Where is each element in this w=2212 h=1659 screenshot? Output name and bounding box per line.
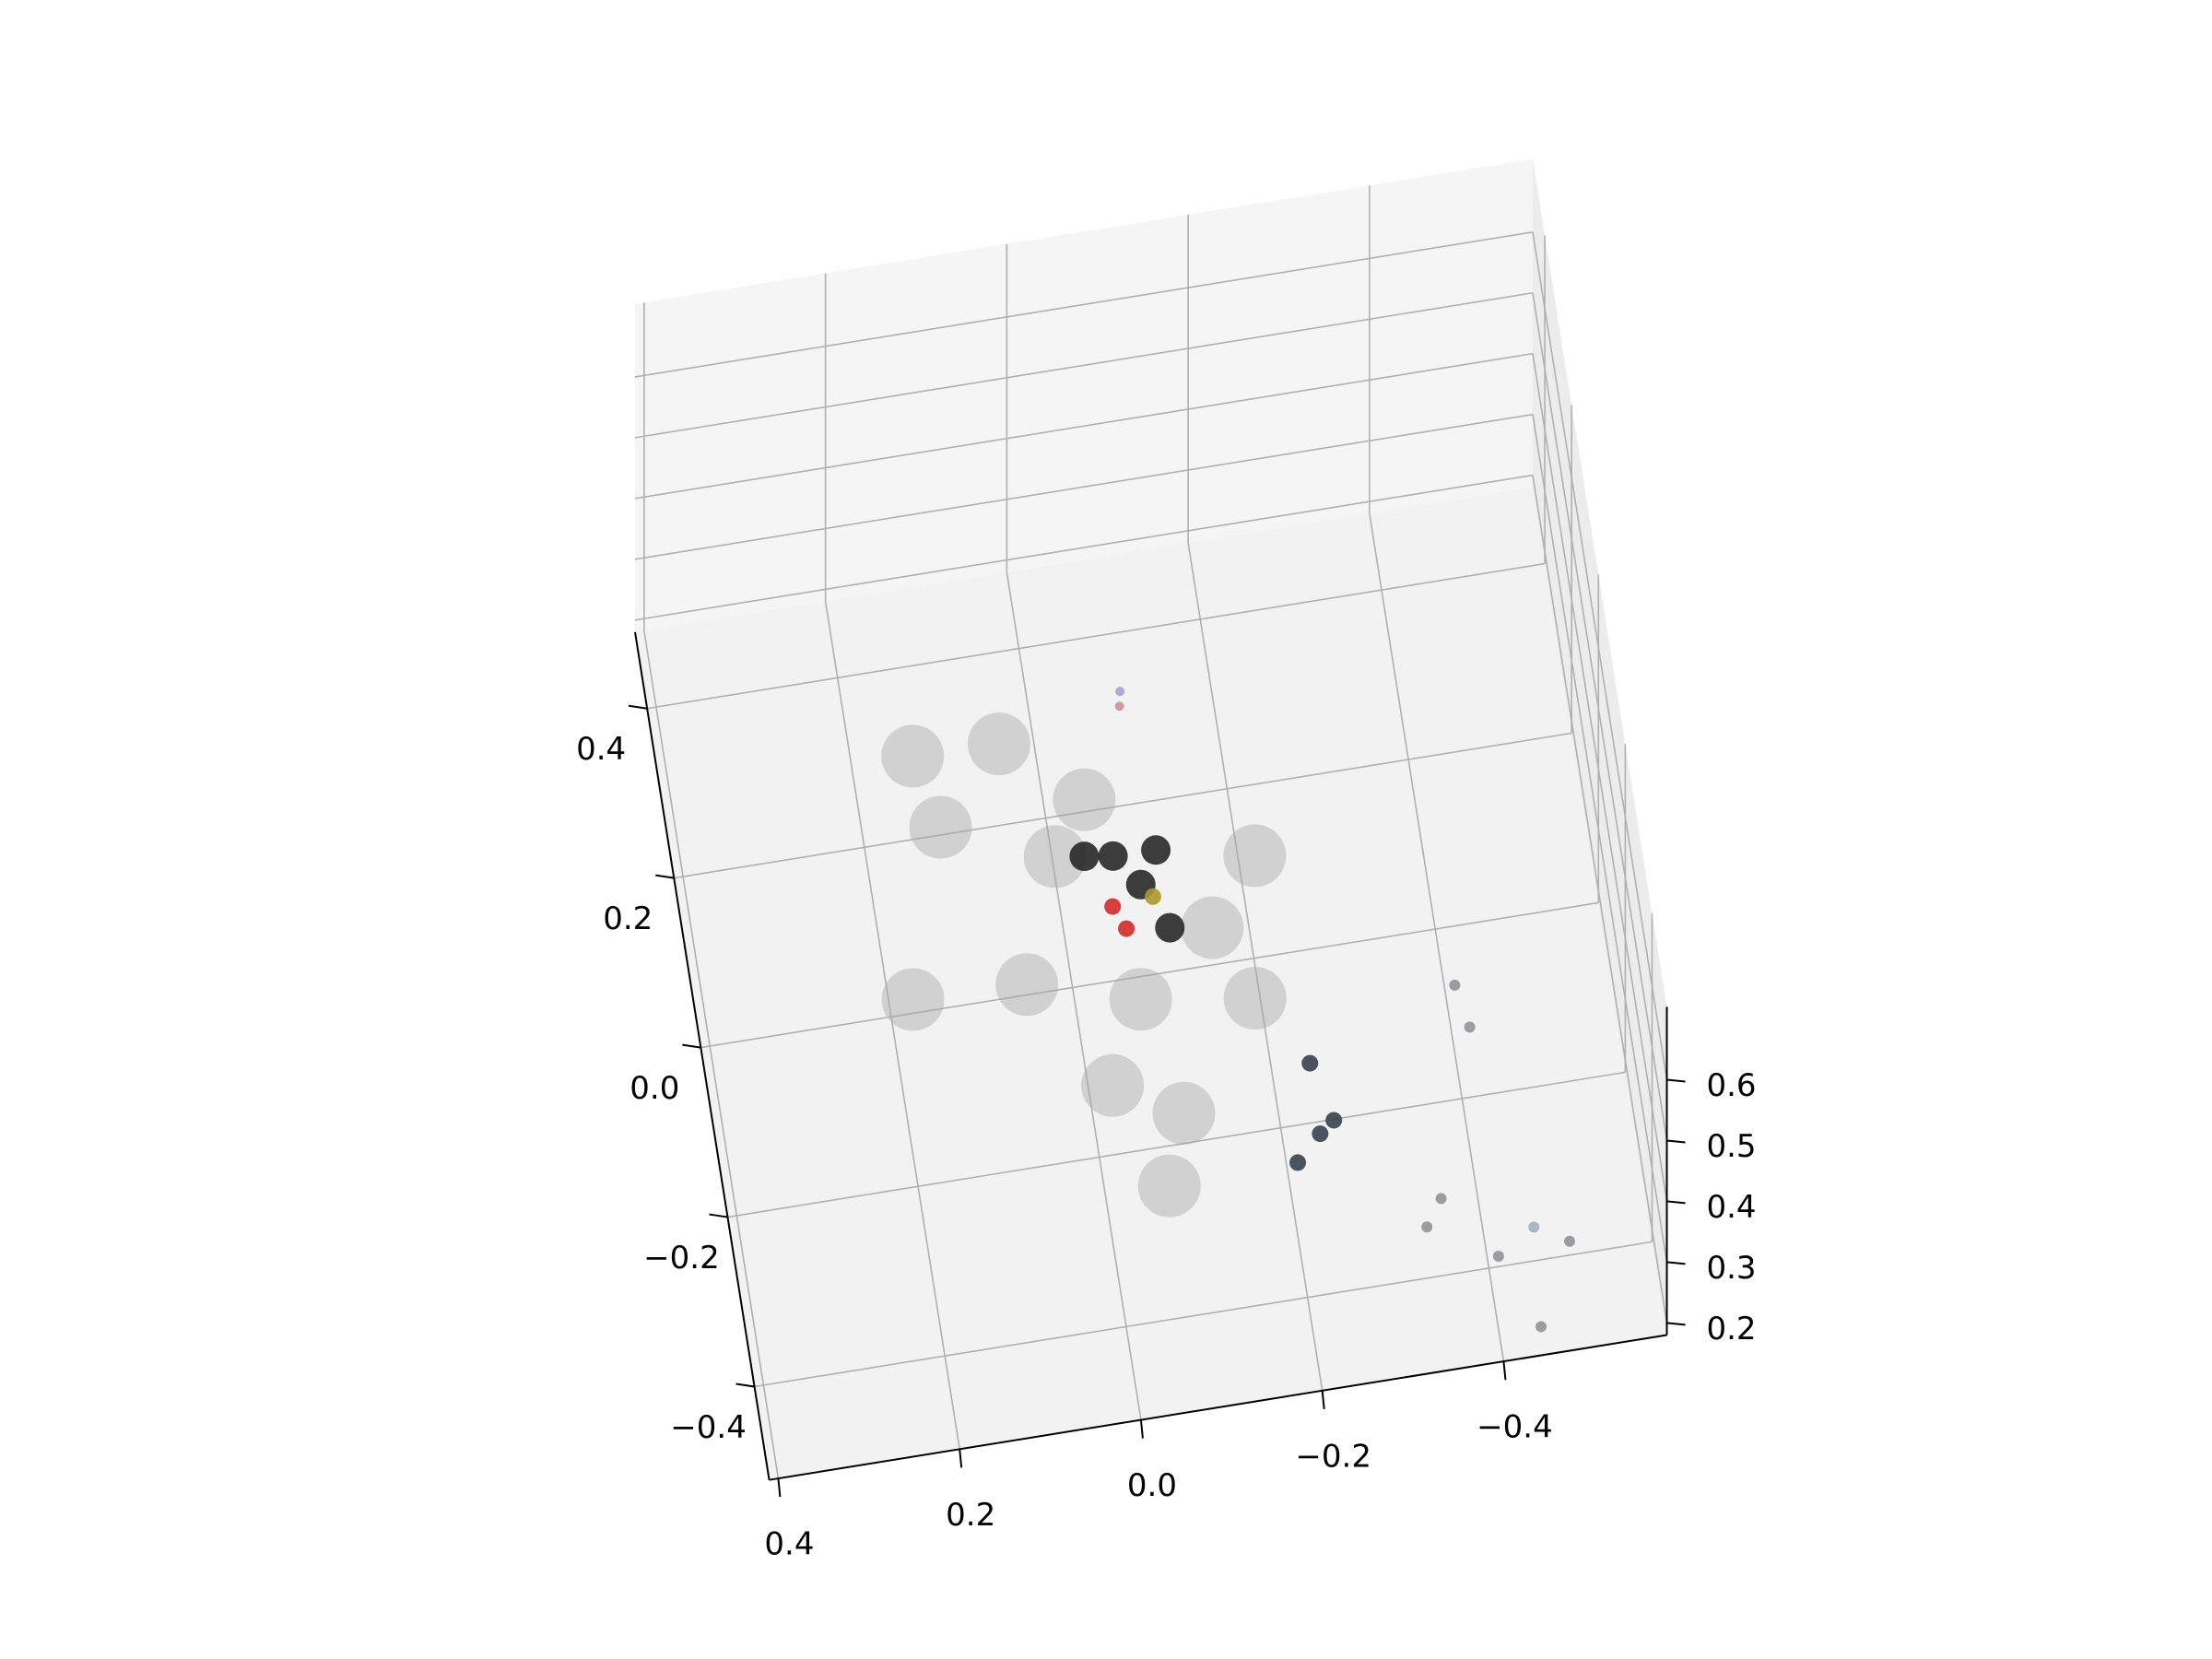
x-tick-label: 0.2: [946, 1497, 995, 1534]
grid-line: [634, 291, 1534, 439]
z-tick: [1666, 1078, 1686, 1083]
data-point: [1152, 1081, 1216, 1145]
data-point: [909, 795, 972, 859]
data-point: [1464, 1021, 1476, 1033]
grid-line: [824, 601, 960, 1450]
grid-line: [1369, 513, 1505, 1362]
z-tick-label: 0.5: [1706, 1128, 1756, 1165]
y-tick-label: 0.4: [576, 731, 626, 768]
data-point: [1435, 1193, 1447, 1205]
z-tick-label: 0.2: [1706, 1311, 1756, 1347]
data-point: [1114, 701, 1124, 712]
grid-line: [634, 413, 1534, 560]
y-tick-label: −0.4: [670, 1409, 747, 1446]
grid-line: [634, 474, 1534, 621]
grid-line: [1532, 353, 1668, 1202]
x-tick-label: 0.0: [1127, 1467, 1177, 1504]
y-tick: [628, 704, 648, 710]
z-tick: [1666, 1322, 1686, 1326]
x-tick: [1321, 1390, 1325, 1409]
grid-line: [754, 1241, 1653, 1388]
y-tick-label: 0.0: [629, 1070, 679, 1107]
grid-line: [647, 562, 1546, 710]
data-point: [1325, 1112, 1343, 1129]
grid-line: [1532, 414, 1668, 1263]
data-point: [1144, 888, 1161, 905]
z-tick: [1666, 1139, 1686, 1144]
data-point: [1181, 896, 1244, 959]
y-tick-label: −0.2: [643, 1240, 720, 1277]
data-point: [1115, 687, 1125, 697]
data-point: [881, 968, 945, 1031]
y-tick: [682, 1043, 701, 1049]
data-point: [1023, 825, 1087, 888]
y-axis: [634, 631, 771, 1480]
grid-line: [1532, 292, 1668, 1141]
x-tick: [1502, 1360, 1507, 1381]
data-point: [1535, 1321, 1547, 1333]
grid-line: [1187, 542, 1324, 1391]
data-point: [1223, 824, 1287, 888]
data-point: [1098, 841, 1128, 871]
data-point: [1421, 1221, 1433, 1233]
x-tick: [959, 1449, 963, 1468]
data-point: [1449, 979, 1461, 991]
z-tick-label: 0.4: [1706, 1189, 1756, 1226]
y-tick: [655, 874, 675, 879]
y-tick: [735, 1382, 755, 1388]
side-pane: [1532, 159, 1667, 1335]
grid-line: [700, 901, 1599, 1049]
grid-line: [727, 1071, 1626, 1218]
data-point: [1081, 1053, 1145, 1117]
data-point: [1141, 835, 1171, 865]
data-point: [1053, 768, 1116, 831]
grid-line: [674, 732, 1572, 879]
x-axis: [769, 1334, 1667, 1481]
grid-line: [1532, 231, 1668, 1080]
x-tick-label: 0.4: [764, 1526, 814, 1563]
data-point: [1528, 1221, 1540, 1233]
data-point: [1564, 1235, 1576, 1247]
data-point: [1069, 841, 1100, 872]
data-point: [1118, 920, 1135, 937]
z-tick: [1666, 1261, 1686, 1265]
data-point: [1104, 898, 1122, 915]
data-point: [881, 724, 945, 788]
data-point: [1301, 1054, 1319, 1072]
grid-line: [1532, 475, 1668, 1324]
y-tick-label: 0.2: [603, 900, 653, 937]
z-tick-label: 0.6: [1706, 1067, 1756, 1104]
grid-line: [634, 352, 1534, 500]
z-tick-label: 0.3: [1706, 1250, 1756, 1287]
data-point: [1109, 968, 1172, 1031]
data-point: [967, 712, 1030, 776]
x-tick-label: −0.2: [1295, 1438, 1371, 1475]
data-point: [1492, 1251, 1504, 1263]
z-tick: [1666, 1200, 1686, 1205]
back-pane: [635, 159, 1533, 632]
data-point: [995, 953, 1059, 1017]
grid-line: [1006, 571, 1142, 1420]
data-point: [1137, 1154, 1201, 1218]
grid-line: [634, 230, 1534, 378]
floor-pane: [635, 487, 1667, 1480]
data-point: [1312, 1125, 1329, 1143]
x-tick: [777, 1477, 782, 1498]
data-point: [1223, 967, 1287, 1030]
data-point: [1289, 1154, 1307, 1171]
y-tick: [709, 1213, 728, 1218]
x-tick-label: −0.4: [1477, 1409, 1553, 1446]
x-tick: [1139, 1419, 1144, 1439]
data-point: [1155, 912, 1185, 943]
grid-line: [643, 630, 780, 1479]
